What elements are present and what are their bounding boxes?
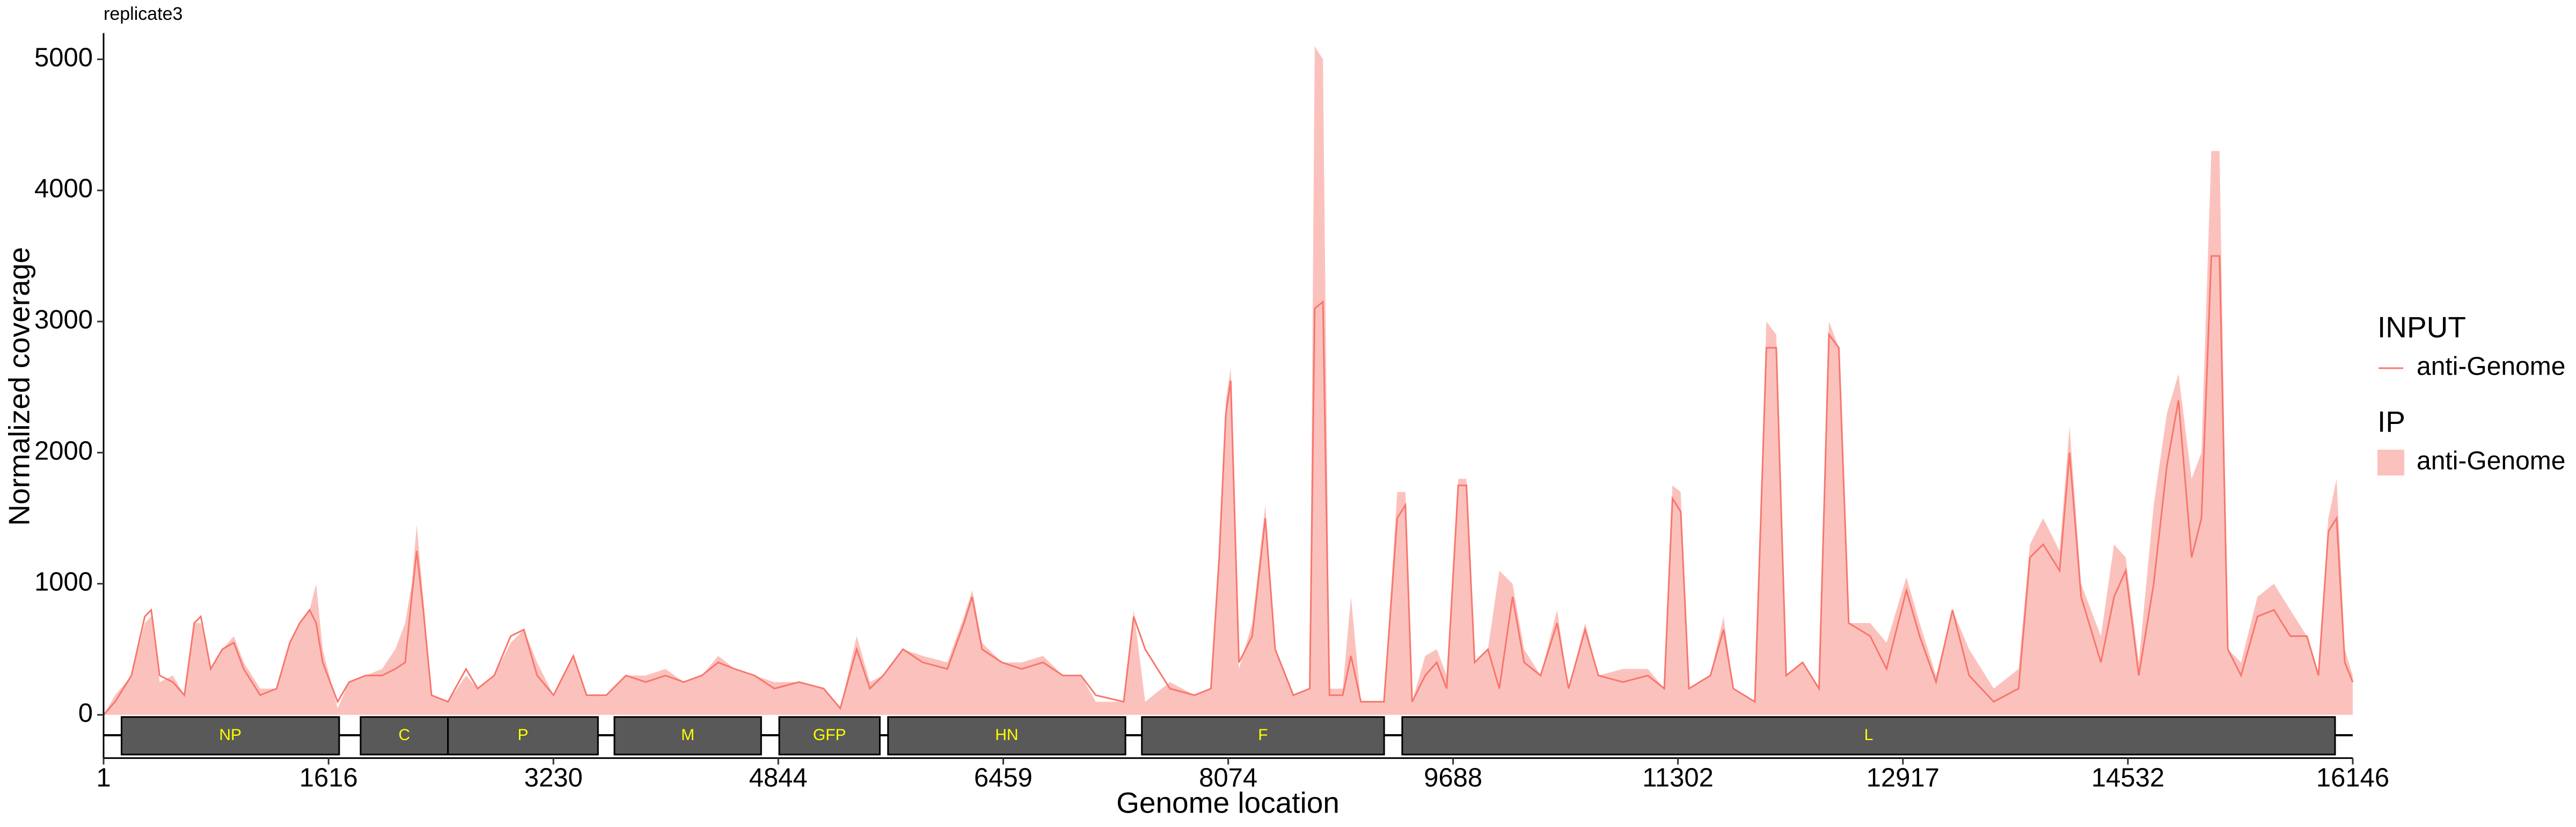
- gene-label: HN: [995, 726, 1018, 744]
- x-tick-label: 1: [96, 764, 111, 793]
- gene-box: [887, 716, 1126, 756]
- x-tick-label: 4844: [749, 764, 808, 793]
- legend-title: INPUT: [2377, 311, 2466, 344]
- gene-label: L: [1864, 726, 1874, 744]
- gene-box: [447, 716, 599, 756]
- y-tick-label: 3000: [34, 305, 93, 334]
- y-tick-label: 5000: [34, 43, 93, 72]
- gene-box: [1401, 716, 2336, 756]
- x-tick-label: 3230: [524, 764, 583, 793]
- gene-box: [120, 716, 340, 756]
- gene-box: [613, 716, 762, 756]
- chart-title: replicate3: [104, 4, 182, 24]
- y-tick-label: 0: [78, 699, 93, 728]
- y-tick-label: 4000: [34, 174, 93, 203]
- gene-label: NP: [219, 726, 241, 744]
- x-tick-label: 11302: [1642, 764, 1714, 793]
- y-tick-label: 1000: [34, 568, 93, 597]
- x-axis-title: Genome location: [1116, 786, 1340, 819]
- gene-label: GFP: [813, 726, 846, 744]
- gene-label: F: [1258, 726, 1268, 744]
- gene-box: [1141, 716, 1385, 756]
- legend-label: anti-Genome: [2417, 447, 2565, 475]
- x-tick-label: 6459: [974, 764, 1033, 793]
- coverage-line: [103, 255, 2354, 715]
- x-tick-label: 14532: [2091, 764, 2164, 793]
- y-tick-label: 2000: [34, 436, 93, 465]
- x-tick-label: 12917: [1867, 764, 1940, 793]
- coverage-area: [104, 46, 2353, 715]
- legend-title: IP: [2377, 405, 2405, 438]
- y-axis-title: Normalized coverage: [3, 247, 36, 526]
- x-tick-label: 9688: [1424, 764, 1482, 793]
- legend-swatch: [2377, 450, 2404, 475]
- legend-label: anti-Genome: [2417, 353, 2565, 381]
- x-tick-label: 1616: [299, 764, 358, 793]
- gene-label: M: [681, 726, 694, 744]
- gene-label: C: [398, 726, 410, 744]
- x-tick-label: 8074: [1199, 764, 1257, 793]
- gene-box: [778, 716, 881, 756]
- gene-label: P: [517, 726, 528, 744]
- x-tick-label: 16146: [2316, 764, 2389, 793]
